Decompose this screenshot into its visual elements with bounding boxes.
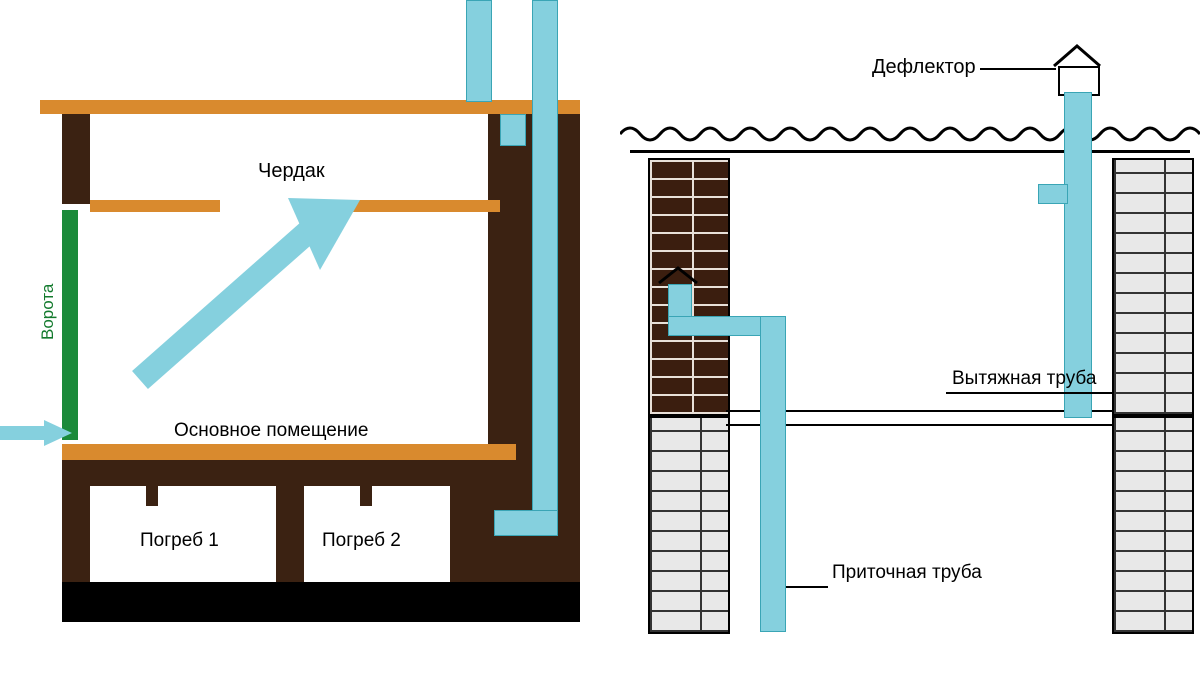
pipe bbox=[532, 0, 558, 532]
intake-pipe bbox=[760, 316, 786, 632]
intake-label: Приточная труба bbox=[832, 562, 982, 584]
attic-label: Чердак bbox=[258, 160, 325, 183]
airflow-arrow-icon bbox=[120, 180, 380, 400]
gate bbox=[62, 210, 78, 440]
leader-line bbox=[980, 68, 1056, 70]
pipe bbox=[500, 114, 526, 146]
beam bbox=[40, 100, 580, 114]
gate-label: Ворота bbox=[38, 284, 58, 340]
intake-cap-icon bbox=[656, 264, 700, 286]
inlet-arrow-icon bbox=[0, 418, 82, 448]
brick-pier bbox=[648, 416, 730, 634]
deflector-label: Дефлектор bbox=[872, 56, 976, 79]
wall bbox=[62, 486, 90, 582]
wall bbox=[62, 460, 580, 486]
leader-line bbox=[786, 586, 828, 588]
beam bbox=[62, 444, 516, 460]
cellar2-label: Погреб 2 bbox=[322, 530, 401, 552]
brick-pier bbox=[1112, 158, 1194, 416]
foundation bbox=[62, 582, 580, 622]
exhaust-branch bbox=[1038, 184, 1068, 204]
roof-underline bbox=[630, 150, 1190, 153]
pipe bbox=[466, 0, 492, 102]
roof-wave-icon bbox=[620, 122, 1200, 146]
wall bbox=[360, 486, 372, 506]
brick-pier bbox=[1112, 416, 1194, 634]
exhaust-label: Вытяжная труба bbox=[952, 368, 1096, 390]
intake-pipe bbox=[668, 284, 692, 320]
wall bbox=[62, 114, 90, 204]
pipe-elbow bbox=[494, 510, 558, 536]
main-room-label: Основное помещение bbox=[174, 420, 368, 442]
cellar1-label: Погреб 1 bbox=[140, 530, 219, 552]
wall bbox=[146, 486, 158, 506]
diagram-canvas: Чердак Основное помещение Погреб 1 Погре… bbox=[0, 0, 1200, 675]
leader-line bbox=[946, 392, 1112, 394]
wall bbox=[276, 486, 304, 582]
